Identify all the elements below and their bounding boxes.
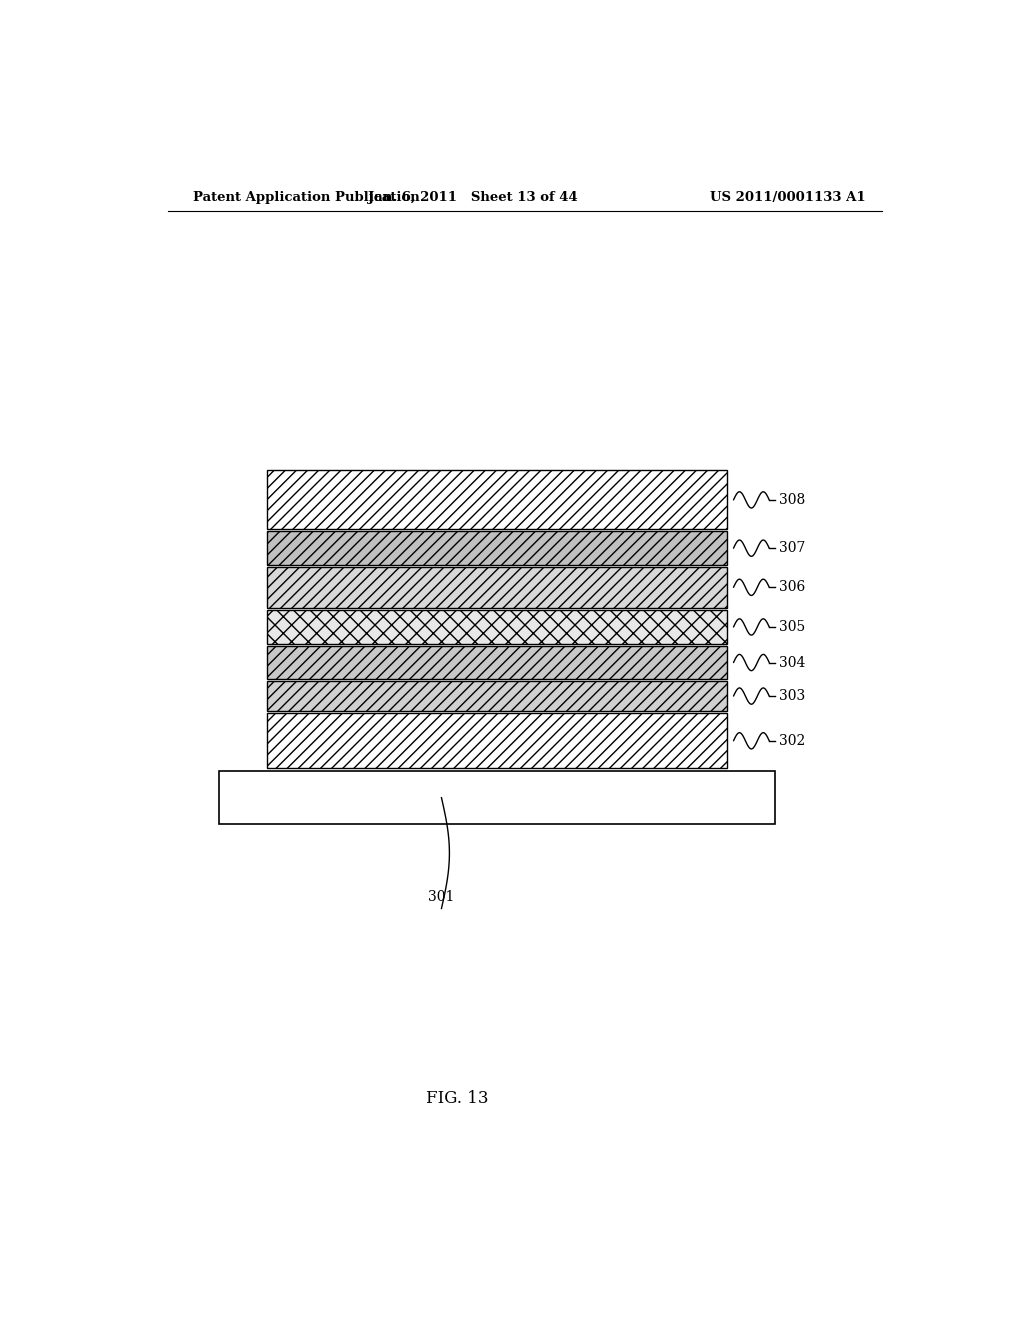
Bar [267, 568, 727, 607]
Bar [267, 610, 727, 644]
Bar [267, 713, 727, 768]
Text: 304: 304 [778, 656, 805, 669]
Text: Jan. 6, 2011   Sheet 13 of 44: Jan. 6, 2011 Sheet 13 of 44 [369, 190, 579, 203]
Bar [267, 681, 727, 711]
Text: 302: 302 [778, 734, 805, 748]
Text: 308: 308 [778, 492, 805, 507]
Text: Patent Application Publication: Patent Application Publication [194, 190, 420, 203]
Bar [267, 532, 727, 565]
Text: 303: 303 [778, 689, 805, 704]
Text: 307: 307 [778, 541, 805, 556]
Bar [267, 470, 727, 529]
Text: FIG. 13: FIG. 13 [426, 1090, 488, 1107]
Bar [267, 647, 727, 678]
Text: 305: 305 [778, 620, 805, 634]
Text: 306: 306 [778, 581, 805, 594]
Text: US 2011/0001133 A1: US 2011/0001133 A1 [711, 190, 866, 203]
Text: 301: 301 [428, 890, 455, 904]
Bar [219, 771, 775, 824]
